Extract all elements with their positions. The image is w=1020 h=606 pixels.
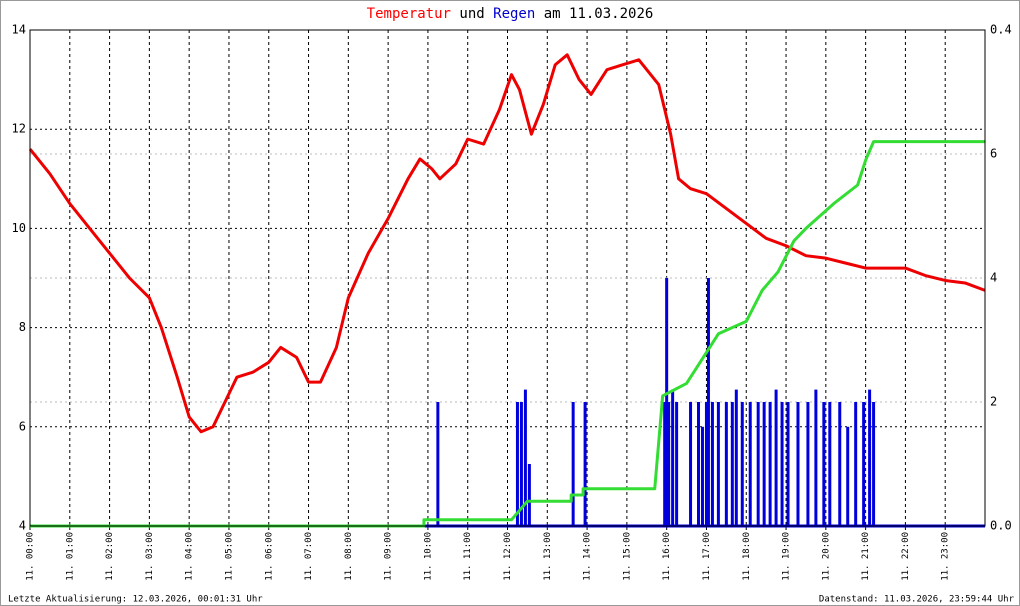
bar: [704, 402, 708, 526]
footer-left: Letzte Aktualisierung: 12.03.2026, 00:01…: [8, 595, 263, 605]
bar: [822, 402, 826, 526]
bar: [854, 402, 858, 526]
y-tick-label: 4: [19, 519, 26, 533]
title-part: Temperatur: [367, 6, 451, 22]
bar: [828, 402, 832, 526]
bar: [436, 402, 440, 526]
plot-border: [29, 29, 986, 527]
bar: [740, 402, 744, 526]
series-line: [30, 140, 985, 528]
x-tick-label: 11. 11:00: [463, 532, 473, 581]
x-tick-label: 11. 06:00: [264, 532, 274, 581]
x-tick-label: 11. 14:00: [583, 532, 593, 581]
x-tick-label: 11. 00:00: [26, 532, 36, 581]
bar: [868, 389, 872, 526]
bar: [768, 402, 772, 526]
y3-tick-label: 4: [990, 271, 997, 285]
y-tick-label: 8: [19, 320, 26, 334]
bar: [706, 278, 710, 526]
y3-tick-label: 6: [990, 147, 997, 161]
y-tick-label: 14: [12, 23, 26, 37]
bar: [838, 402, 842, 526]
bar: [675, 402, 679, 526]
bar: [716, 402, 720, 526]
x-tick-label: 11. 16:00: [662, 532, 672, 581]
bar: [667, 402, 671, 526]
bar: [519, 402, 523, 526]
x-tick-label: 11. 05:00: [224, 532, 234, 581]
bar: [814, 389, 818, 526]
bar: [748, 402, 752, 526]
y3-tick-label: 2: [990, 395, 997, 409]
title-part: Regen: [493, 6, 535, 22]
x-tick-label: 11. 17:00: [702, 532, 712, 581]
title-part: und: [459, 6, 484, 22]
bar: [523, 389, 527, 526]
bar: [762, 402, 766, 526]
y-tick-label: 10: [12, 221, 26, 235]
x-tick-label: 11. 09:00: [384, 532, 394, 581]
bar: [862, 402, 866, 526]
bar: [724, 402, 728, 526]
bar: [756, 402, 760, 526]
bar: [663, 402, 667, 526]
x-tick-label: 11. 02:00: [105, 532, 115, 581]
bar: [846, 426, 850, 526]
y-tick-label: 12: [12, 122, 26, 136]
bar: [583, 402, 587, 526]
bar: [571, 402, 575, 526]
x-tick-label: 11. 08:00: [344, 532, 354, 581]
bar: [806, 402, 810, 526]
y2-tick-label: 0.0: [990, 519, 1012, 533]
x-tick-label: 11. 23:00: [941, 532, 951, 581]
bar: [710, 402, 714, 526]
y-tick-label: 6: [19, 419, 26, 433]
x-tick-label: 11. 19:00: [782, 532, 792, 581]
bar: [780, 402, 784, 526]
bar: [697, 402, 700, 526]
x-tick-label: 11. 12:00: [503, 532, 513, 581]
x-tick-label: 11. 01:00: [65, 532, 75, 581]
x-tick-label: 11. 13:00: [543, 532, 553, 581]
bar: [515, 402, 519, 526]
bar: [689, 402, 693, 526]
chart-title: Temperatur und Regen am 11.03.2026: [367, 6, 654, 22]
bar: [872, 402, 876, 526]
bar: [730, 402, 734, 526]
bar: [734, 389, 738, 526]
bar: [671, 389, 675, 526]
footer-right: Datenstand: 11.03.2026, 23:59:44 Uhr: [819, 595, 1015, 605]
y2-tick-label: 0.4: [990, 23, 1012, 37]
x-tick-label: 11. 22:00: [901, 532, 911, 581]
x-tick-label: 11. 20:00: [821, 532, 831, 581]
x-tick-label: 11. 18:00: [742, 532, 752, 581]
x-tick-label: 11. 04:00: [185, 532, 195, 581]
bar: [700, 426, 704, 526]
x-tick-label: 11. 03:00: [145, 532, 155, 581]
series-line: [28, 53, 986, 434]
bar: [665, 278, 669, 526]
x-tick-label: 11. 07:00: [304, 532, 314, 581]
bar: [796, 402, 800, 526]
x-tick-label: 11. 21:00: [861, 532, 871, 581]
title-part: am 11.03.2026: [544, 6, 654, 22]
bar: [786, 402, 790, 526]
x-tick-label: 11. 15:00: [622, 532, 632, 581]
x-tick-label: 11. 10:00: [423, 532, 433, 581]
bar: [527, 464, 531, 526]
bar: [774, 389, 778, 526]
